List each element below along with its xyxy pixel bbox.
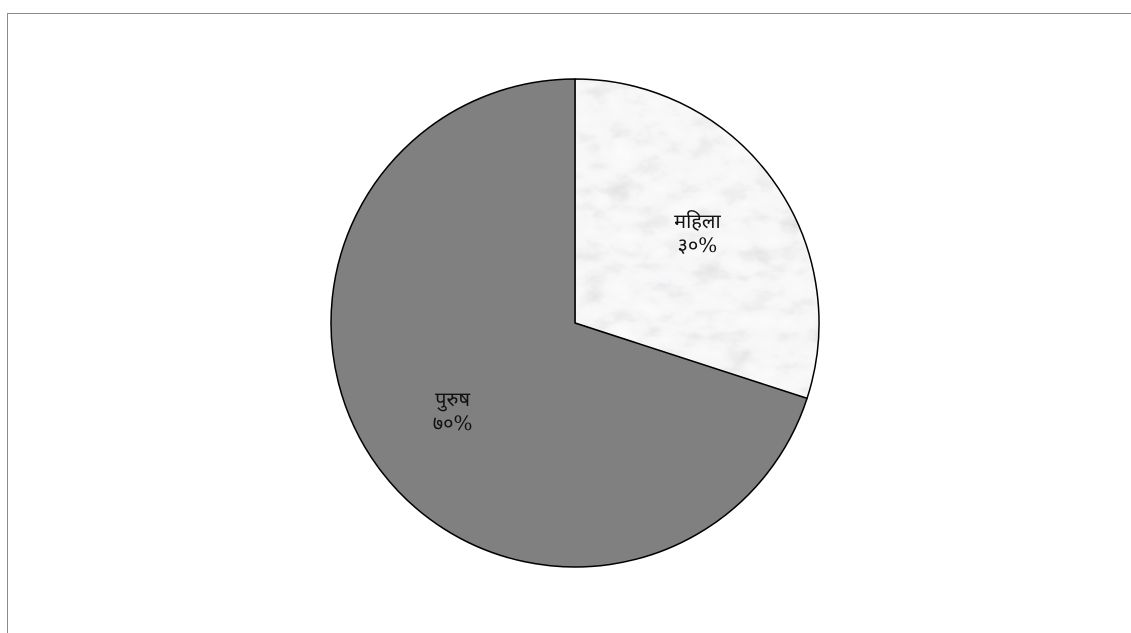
pie-slices bbox=[330, 78, 820, 568]
pie-slice-label-1: महिला bbox=[674, 209, 721, 233]
pie-slice-1 bbox=[574, 78, 820, 400]
chart-frame: महिला ३०% पुरुष ७०% bbox=[7, 13, 1131, 633]
pie-slice-label-2: पुरुष bbox=[435, 387, 470, 412]
pie-slice-value-label-2: ७०% bbox=[433, 411, 473, 435]
pie-chart: महिला३०% पुरुष७०% bbox=[330, 78, 820, 568]
pie-slice-value-label-1: ३०% bbox=[677, 233, 717, 257]
pie-labels: महिला३०% पुरुष७०% bbox=[433, 209, 722, 435]
pie-slice-2 bbox=[330, 78, 809, 568]
